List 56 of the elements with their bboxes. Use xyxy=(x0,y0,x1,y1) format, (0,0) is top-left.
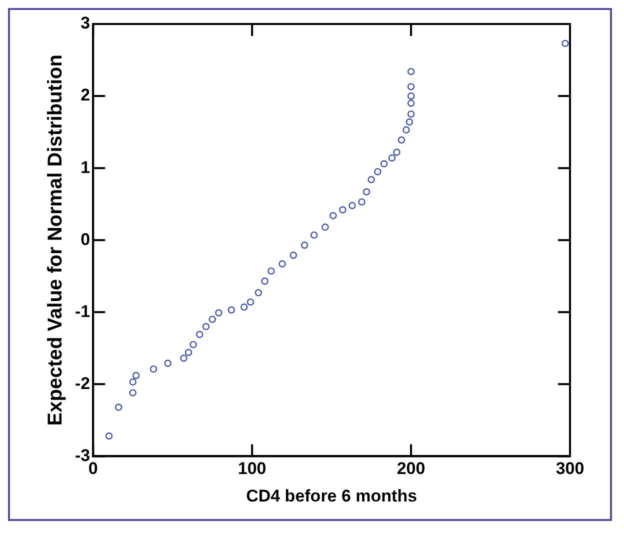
x-tick-label: 200 xyxy=(396,459,426,478)
point xyxy=(380,160,388,168)
point xyxy=(150,365,158,373)
point xyxy=(164,360,172,367)
x-axis-title: CD4 before 6 months xyxy=(246,486,418,506)
y-axis-title: Expected Value for Normal Distribution xyxy=(44,54,67,426)
point xyxy=(398,136,406,144)
point xyxy=(374,168,382,176)
y-tick-label: 3 xyxy=(80,14,90,33)
point xyxy=(562,40,569,48)
y-tick-label: 0 xyxy=(80,230,90,249)
point xyxy=(290,252,298,259)
point xyxy=(114,404,122,411)
point xyxy=(362,188,370,196)
point xyxy=(322,224,329,231)
x-tick-label: 100 xyxy=(238,459,266,478)
point xyxy=(268,267,275,275)
point xyxy=(407,68,415,76)
point xyxy=(278,260,286,268)
point xyxy=(368,176,375,184)
point xyxy=(393,148,400,156)
point xyxy=(407,110,415,118)
point xyxy=(407,83,415,90)
point xyxy=(105,432,113,440)
point xyxy=(310,231,318,239)
point xyxy=(202,322,210,330)
y-tick-label: 2 xyxy=(80,86,90,105)
point xyxy=(388,154,396,162)
point xyxy=(180,354,188,362)
point xyxy=(407,92,415,100)
point xyxy=(208,316,216,323)
point xyxy=(407,100,415,107)
point xyxy=(184,348,192,356)
y-tick-label: -2 xyxy=(74,374,90,393)
point xyxy=(132,372,140,380)
y-tick-label: 1 xyxy=(80,158,90,177)
point xyxy=(300,242,308,249)
point xyxy=(254,289,262,296)
point xyxy=(339,206,346,214)
y-tick-label: -1 xyxy=(74,302,90,321)
point xyxy=(196,330,204,338)
point xyxy=(348,202,356,210)
point xyxy=(129,389,136,396)
point xyxy=(246,298,254,306)
point xyxy=(228,306,236,314)
point xyxy=(402,126,410,134)
y-tick-label: -3 xyxy=(74,446,90,465)
point xyxy=(240,303,248,311)
point xyxy=(358,198,366,206)
point xyxy=(190,340,197,348)
x-tick-label: 300 xyxy=(556,459,584,478)
point xyxy=(129,378,136,386)
point xyxy=(261,278,268,285)
point xyxy=(330,212,337,220)
point xyxy=(215,309,222,316)
point xyxy=(406,118,414,126)
